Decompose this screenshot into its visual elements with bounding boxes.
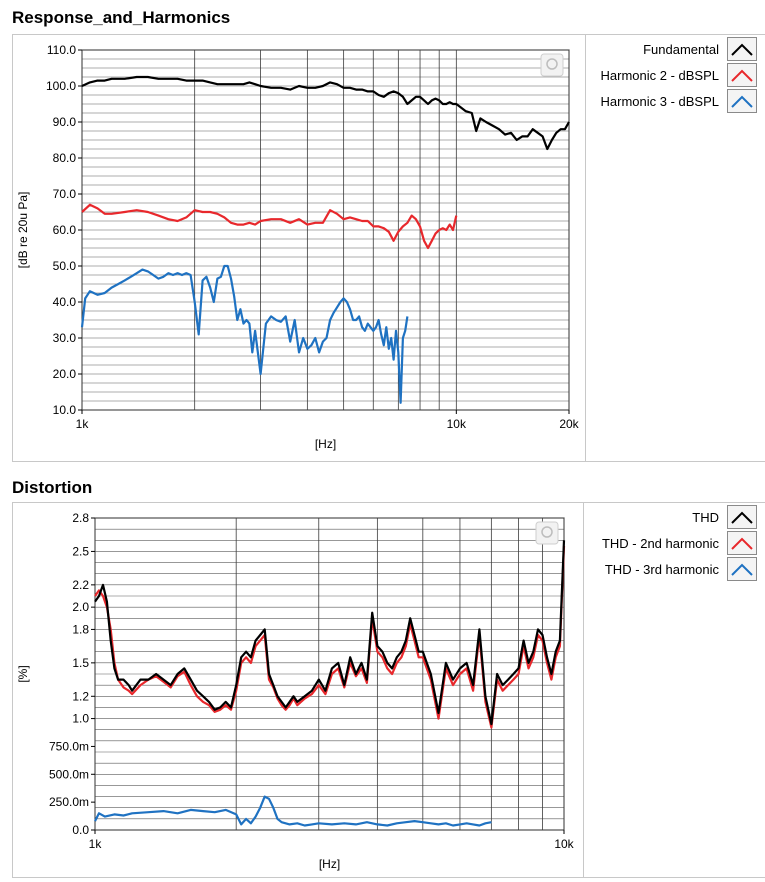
x-tick-label: 1k bbox=[76, 417, 90, 431]
y-tick-label: 70.0 bbox=[53, 187, 77, 201]
x-axis-label: [Hz] bbox=[319, 857, 340, 871]
legend-item-thd-2nd[interactable]: THD - 2nd harmonic bbox=[602, 531, 757, 555]
line-swatch-icon bbox=[727, 37, 757, 61]
y-tick-label: 90.0 bbox=[53, 115, 77, 129]
y-tick-label: 250.0m bbox=[49, 795, 89, 809]
y-tick-label: 30.0 bbox=[53, 331, 77, 345]
y-tick-label: 2.8 bbox=[72, 511, 89, 525]
legend-label: THD - 3rd harmonic bbox=[604, 561, 719, 577]
series-line-harmonic-3-dbspl bbox=[80, 264, 409, 404]
series-line-thd bbox=[94, 540, 566, 726]
chart1-title: Response_and_Harmonics bbox=[12, 8, 231, 27]
legend-label: Harmonic 3 - dBSPL bbox=[600, 93, 720, 109]
chart2-title: Distortion bbox=[12, 478, 93, 497]
y-tick-label: 2.2 bbox=[72, 578, 89, 592]
y-tick-label: 1.2 bbox=[72, 689, 89, 703]
y-tick-label: 110.0 bbox=[47, 43, 76, 57]
y-tick-label: 1.5 bbox=[72, 656, 89, 670]
y-tick-label: 100.0 bbox=[46, 79, 76, 93]
y-tick-label: 500.0m bbox=[49, 767, 89, 781]
legend-label: Fundamental bbox=[643, 41, 719, 57]
line-swatch-icon bbox=[727, 505, 757, 529]
line-swatch-icon bbox=[727, 557, 757, 581]
line-swatch-icon bbox=[727, 531, 757, 555]
x-axis-label: [Hz] bbox=[315, 437, 336, 451]
x-tick-label: 20k bbox=[559, 417, 579, 431]
y-axis-label: [dB re 20u Pa] bbox=[16, 192, 30, 269]
y-tick-label: 10.0 bbox=[53, 403, 77, 417]
series-line-fundamental bbox=[81, 75, 570, 151]
chart2-legend: THD THD - 2nd harmonic THD - 3rd harmoni… bbox=[583, 502, 765, 878]
legend-item-thd[interactable]: THD bbox=[692, 505, 757, 529]
chart2-plot: 0.0 250.0m 500.0m 750.0m 1.0 1.2 1.5 1.8 2.0 2.2 2… bbox=[16, 511, 575, 871]
y-tick-label: 60.0 bbox=[53, 223, 77, 237]
chart1-legend: Fundamental Harmonic 2 - dBSPL Harmonic … bbox=[585, 34, 765, 462]
legend-item-fundamental[interactable]: Fundamental bbox=[643, 37, 757, 61]
series-line-harmonic-2-dbspl bbox=[81, 203, 458, 250]
legend-item-thd-3rd[interactable]: THD - 3rd harmonic bbox=[605, 557, 757, 581]
chart1-plot: 10.0 20.0 30.0 40.0 50.0 60.0 70.0 80.0 90.0 100.… bbox=[16, 43, 580, 451]
y-tick-label: 80.0 bbox=[53, 151, 77, 165]
y-tick-label: 2.0 bbox=[72, 600, 89, 614]
y-tick-label: 1.0 bbox=[72, 712, 89, 726]
legend-item-harmonic2[interactable]: Harmonic 2 - dBSPL bbox=[600, 63, 757, 87]
legend-label: THD bbox=[692, 509, 719, 525]
series-line-thd-3rd-harmonic bbox=[94, 795, 492, 827]
graph-palette-icon bbox=[535, 521, 559, 545]
y-tick-label: 750.0m bbox=[49, 739, 89, 753]
line-swatch-icon bbox=[727, 89, 757, 113]
line-swatch-icon bbox=[727, 63, 757, 87]
y-tick-label: 40.0 bbox=[53, 295, 77, 309]
legend-label: THD - 2nd harmonic bbox=[601, 535, 719, 551]
chart2-panel: 0.0 250.0m 500.0m 750.0m 1.0 1.2 1.5 1.8 2.0 2.2 2… bbox=[12, 502, 585, 878]
legend-label: Harmonic 2 - dBSPL bbox=[600, 67, 720, 83]
graph-palette-icon bbox=[540, 53, 564, 77]
legend-item-harmonic3[interactable]: Harmonic 3 - dBSPL bbox=[600, 89, 757, 113]
y-tick-label: 0.0 bbox=[72, 823, 89, 837]
y-axis-label: [%] bbox=[16, 665, 30, 682]
y-tick-label: 50.0 bbox=[53, 259, 77, 273]
y-tick-label: 20.0 bbox=[53, 367, 77, 381]
x-tick-label: 10k bbox=[447, 417, 467, 431]
chart1-panel: 10.0 20.0 30.0 40.0 50.0 60.0 70.0 80.0 90.0 100.… bbox=[12, 34, 587, 462]
y-tick-label: 2.5 bbox=[72, 544, 89, 558]
y-tick-label: 1.8 bbox=[72, 622, 89, 636]
x-tick-label: 1k bbox=[89, 837, 103, 851]
x-tick-label: 10k bbox=[554, 837, 574, 851]
